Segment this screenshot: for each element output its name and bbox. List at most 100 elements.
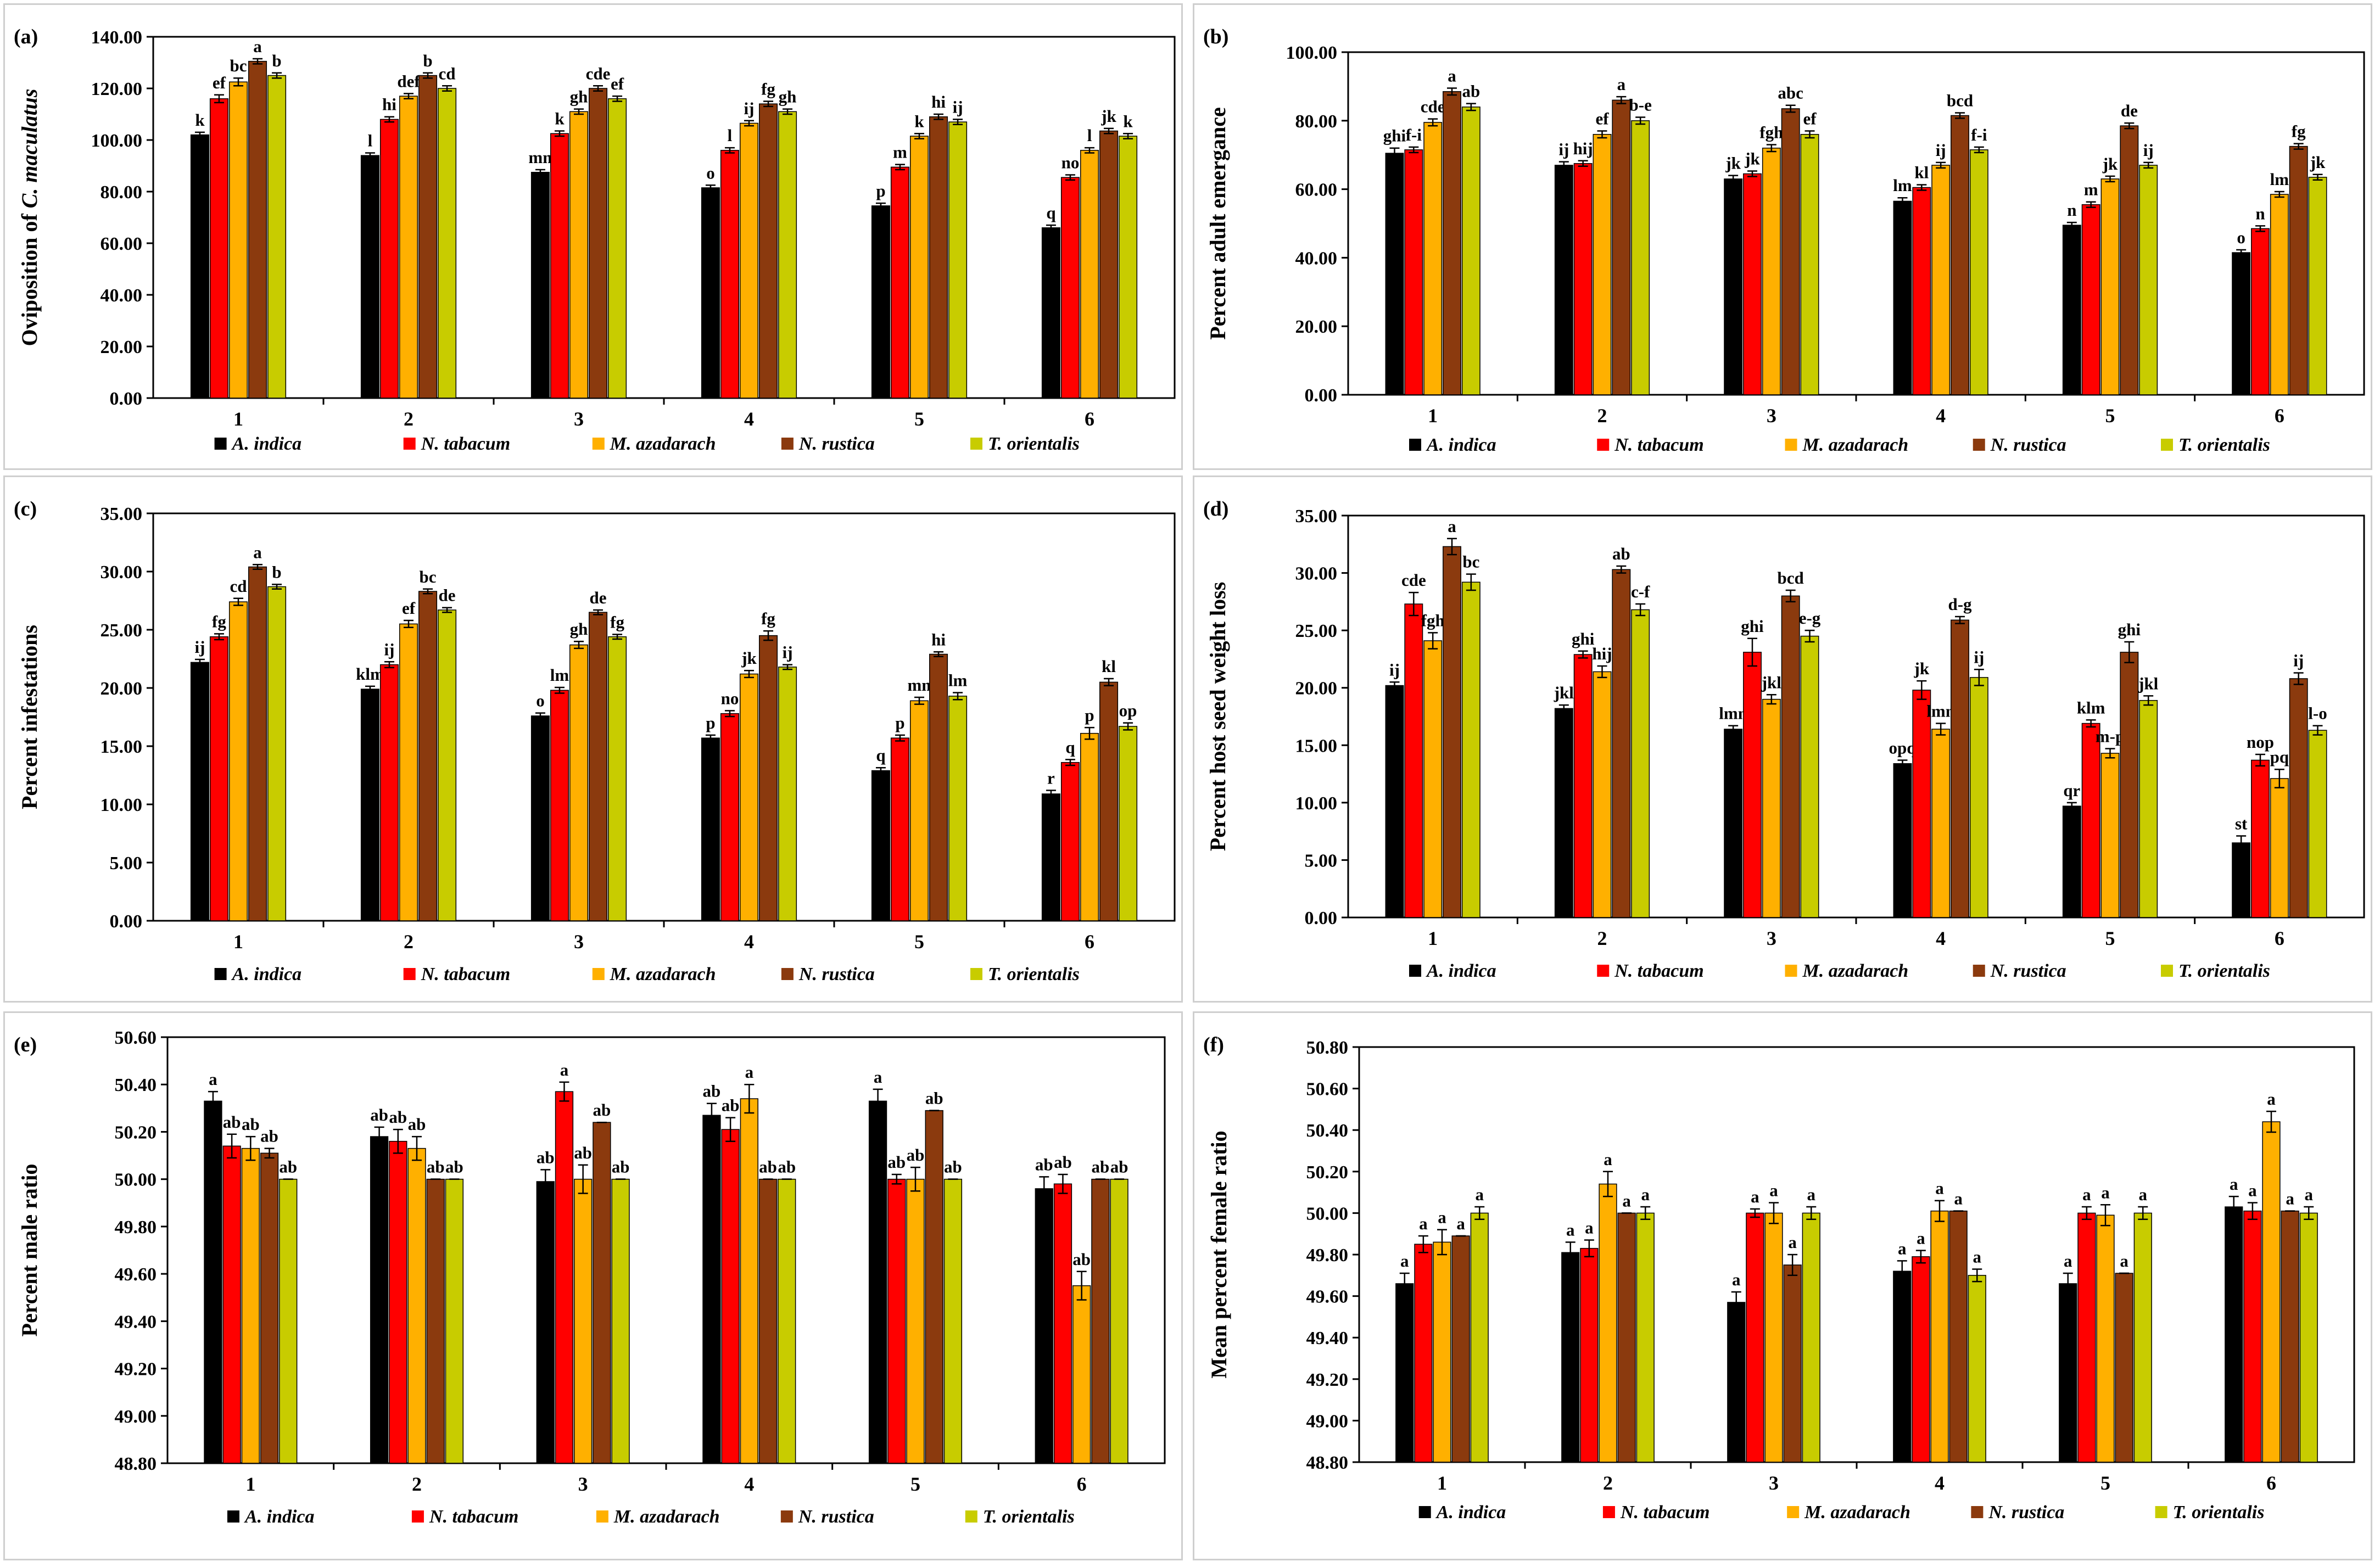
legend-label: N. rustica [798, 434, 875, 454]
legend-swatch [592, 438, 605, 450]
legend-label: T. orientalis [988, 434, 1080, 454]
bar [1593, 134, 1612, 395]
bar [1470, 1212, 1489, 1463]
bar [1041, 227, 1060, 399]
significance-letter: de [439, 586, 456, 605]
bar [929, 116, 948, 399]
significance-letter: mn [528, 148, 552, 167]
significance-letter: a [1973, 1247, 1982, 1266]
x-tick-label: 1 [233, 408, 243, 430]
bar [2081, 723, 2100, 918]
bar [871, 770, 890, 921]
y-tick-label: 49.20 [115, 1359, 157, 1380]
bar [1724, 178, 1743, 395]
x-tick-label: 4 [1936, 927, 1946, 949]
legend-label: A. indica [1435, 1502, 1506, 1523]
bar [1802, 1212, 1820, 1463]
x-tick-label: 3 [578, 1473, 588, 1495]
bar [1617, 1212, 1636, 1463]
bar [1443, 91, 1461, 395]
bar [948, 121, 968, 399]
significance-letter: hi [931, 92, 946, 111]
bar [740, 1098, 758, 1464]
significance-letter: mn [907, 675, 931, 695]
bar [241, 1148, 260, 1464]
significance-letter: k [555, 109, 565, 128]
significance-letter: fgh [1759, 122, 1783, 142]
x-tick-label: 5 [910, 1473, 920, 1495]
bar [1091, 1178, 1110, 1464]
significance-letter: ij [783, 643, 793, 662]
significance-letter: ab [593, 1100, 611, 1120]
y-axis-label: Mean percent female ratio [1206, 1131, 1231, 1378]
significance-letter: ij [953, 97, 963, 116]
bar [438, 88, 457, 399]
significance-letter: pq [2270, 747, 2289, 766]
bar [1404, 149, 1423, 395]
bar [190, 662, 209, 921]
bar [890, 737, 909, 921]
legend-label: T. orientalis [983, 1507, 1075, 1527]
bar [1743, 173, 1762, 395]
significance-letter: fg [212, 612, 226, 631]
bar [720, 713, 739, 921]
significance-letter: ij [1389, 660, 1400, 679]
significance-letter: kl [1102, 657, 1116, 676]
y-tick-label: 40.00 [100, 286, 143, 306]
significance-letter: n [2255, 204, 2265, 223]
significance-letter: cde [586, 64, 611, 83]
legend: A. indica N. tabacum M. azadarach N. rustic… [214, 964, 1080, 984]
significance-letter: m [2084, 180, 2098, 199]
legend-swatch [1971, 1506, 1984, 1518]
y-tick-label: 50.80 [1306, 1038, 1349, 1058]
bar [758, 1178, 778, 1464]
bar [1893, 1271, 1912, 1463]
y-tick-label: 80.00 [100, 182, 143, 203]
y-tick-label: 20.00 [100, 679, 143, 699]
significance-letter: de [590, 588, 607, 607]
legend-label: T. orientalis [2178, 435, 2270, 455]
plot-area [152, 512, 1176, 922]
significance-letter: lm [2270, 170, 2289, 189]
significance-letter: def [397, 71, 420, 91]
bar [739, 673, 759, 921]
bar [530, 715, 550, 921]
legend-swatch [403, 438, 416, 450]
significance-letter: q [1065, 737, 1075, 757]
legend-swatch [781, 438, 794, 450]
legend: A. indica N. tabacum M. azadarach N. rustic… [1409, 961, 2270, 981]
bar [593, 1122, 611, 1464]
significance-letter: a [1732, 1270, 1741, 1289]
bar [1912, 1256, 1930, 1463]
bar [1580, 1247, 1599, 1463]
y-tick-label: 0.00 [1305, 385, 1338, 406]
bar [204, 1100, 222, 1464]
bar [2100, 178, 2120, 395]
bar [1599, 1183, 1617, 1463]
significance-letter: a [2064, 1251, 2072, 1271]
significance-letter: ij [744, 99, 755, 118]
bar [1395, 1283, 1414, 1463]
bar [1053, 1183, 1072, 1464]
panel-label: (b) [1203, 25, 1228, 48]
y-tick-label: 50.00 [1306, 1204, 1349, 1224]
chart-svg: (c) 0.00 5.00 10.00 15.00 20.00 25.00 30.00 35.0… [14, 497, 1176, 984]
legend-label: A. indica [231, 964, 302, 984]
panel-label: (f) [1203, 1033, 1224, 1056]
significance-letter: o [536, 691, 545, 710]
significance-letter: a [2230, 1174, 2238, 1194]
significance-letter: kl [1914, 163, 1929, 182]
bar [1573, 163, 1593, 395]
bar [1764, 1212, 1783, 1463]
legend-swatch [592, 968, 605, 980]
y-axis-label-part: Mean percent female ratio [1206, 1131, 1231, 1378]
y-tick-label: 5.00 [110, 853, 143, 874]
bar [379, 119, 399, 399]
x-tick-label: 3 [1767, 405, 1776, 427]
significance-letter: a [1807, 1185, 1816, 1204]
y-tick-label: 10.00 [1295, 793, 1338, 814]
bar [1743, 652, 1762, 918]
bar [1423, 640, 1443, 918]
bar [2232, 252, 2251, 395]
bar [778, 111, 797, 399]
